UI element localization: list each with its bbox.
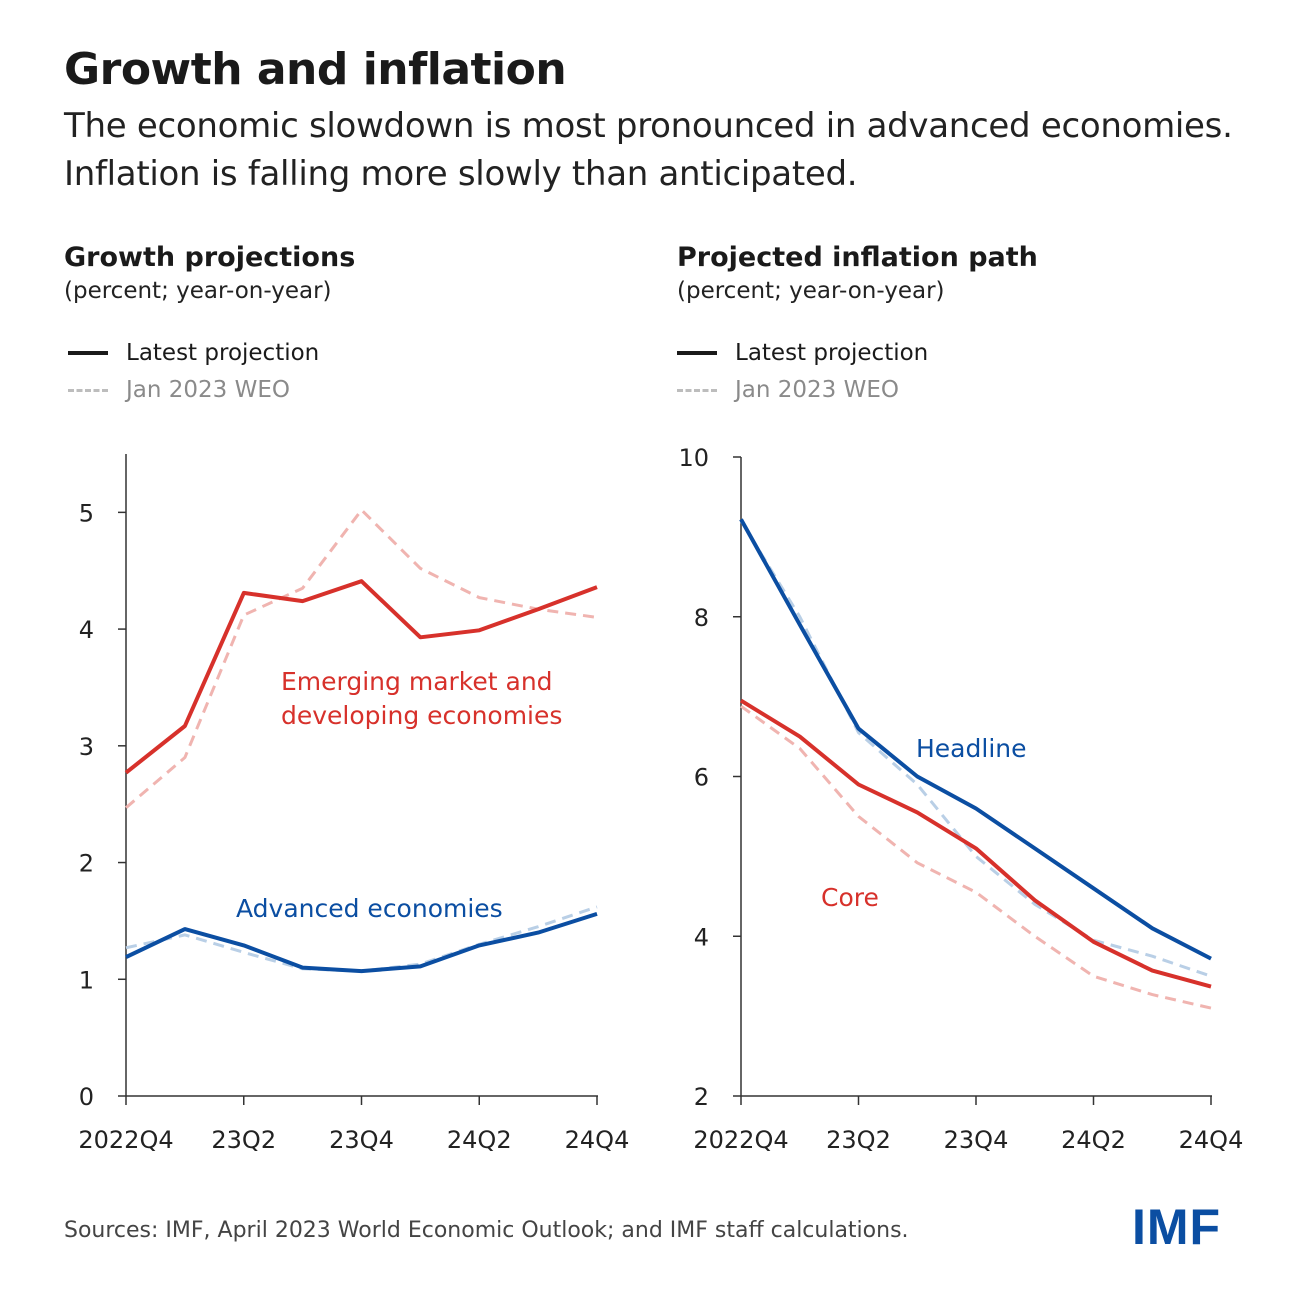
legend-label-weo: Jan 2023 WEO	[126, 377, 290, 403]
growth-chart-title: Growth projections	[64, 242, 356, 273]
inflation-y-tick-label: 10	[678, 444, 709, 472]
inflation-series-line-3	[739, 698, 1212, 989]
growth-x-tick-label: 23Q2	[211, 1126, 276, 1154]
inflation-x-tick-label: 2022Q4	[693, 1126, 788, 1154]
legend-label-weo: Jan 2023 WEO	[735, 377, 899, 403]
growth-series-line-3	[125, 911, 598, 974]
growth-series-line-1	[124, 579, 598, 775]
inflation-annotation: Headline	[916, 734, 1027, 763]
growth-y-tick-label: 0	[79, 1083, 94, 1111]
legend-label-latest: Latest projection	[735, 340, 929, 366]
growth-panel-header: Growth projections (percent; year-on-yea…	[64, 240, 355, 306]
inflation-chart-title: Projected inflation path	[677, 242, 1038, 273]
growth-x-tick-label: 24Q4	[565, 1126, 630, 1154]
inflation-y-tick-label: 4	[694, 923, 709, 951]
legend-dashed-line-icon	[68, 388, 108, 392]
growth-annotation: Emerging market and	[281, 667, 553, 696]
inflation-y-tick-label: 2	[694, 1083, 709, 1111]
source-note: Sources: IMF, April 2023 World Economic …	[64, 1218, 909, 1243]
inflation-chart-unit: (percent; year-on-year)	[677, 278, 945, 304]
growth-legend: Latest projection Jan 2023 WEO	[68, 337, 319, 406]
legend-item-latest: Latest projection	[677, 337, 928, 369]
inflation-panel-header: Projected inflation path (percent; year-…	[677, 240, 1038, 306]
legend-item-weo: Jan 2023 WEO	[677, 374, 928, 406]
growth-y-tick-label: 5	[79, 499, 94, 527]
legend-dashed-line-icon	[677, 388, 717, 392]
imf-logo: IMF	[1132, 1199, 1222, 1255]
growth-x-tick-label: 24Q2	[447, 1126, 512, 1154]
growth-y-tick-label: 3	[79, 733, 94, 761]
growth-y-tick-label: 2	[79, 850, 94, 878]
inflation-annotation: Core	[821, 883, 879, 912]
legend-item-latest: Latest projection	[68, 337, 319, 369]
inflation-x-tick-label: 24Q4	[1179, 1126, 1244, 1154]
page-subtitle: The economic slowdown is most pronounced…	[64, 106, 1233, 194]
growth-annotation: developing economies	[281, 701, 562, 730]
growth-series-line-0	[125, 508, 598, 809]
legend-solid-line-icon	[68, 351, 108, 355]
growth-chart-unit: (percent; year-on-year)	[64, 278, 332, 304]
growth-annotation: Advanced economies	[236, 894, 503, 923]
page-title: Growth and inflation	[64, 44, 567, 95]
inflation-legend: Latest projection Jan 2023 WEO	[677, 337, 928, 406]
legend-solid-line-icon	[677, 351, 717, 355]
inflation-y-tick-label: 8	[694, 604, 709, 632]
legend-label-latest: Latest projection	[126, 340, 320, 366]
growth-y-tick-label: 4	[79, 616, 94, 644]
inflation-x-tick-label: 23Q4	[944, 1126, 1009, 1154]
growth-x-tick-label: 23Q4	[329, 1126, 394, 1154]
inflation-series-line-0	[739, 520, 1212, 978]
inflation-x-tick-label: 24Q2	[1061, 1126, 1126, 1154]
inflation-series-line-2	[740, 704, 1212, 1010]
growth-x-tick-label: 2022Q4	[78, 1126, 173, 1154]
inflation-x-tick-label: 23Q2	[826, 1126, 891, 1154]
inflation-series-line-1	[739, 518, 1212, 961]
legend-item-weo: Jan 2023 WEO	[68, 374, 319, 406]
growth-y-tick-label: 1	[79, 966, 94, 994]
inflation-y-tick-label: 6	[694, 764, 709, 792]
